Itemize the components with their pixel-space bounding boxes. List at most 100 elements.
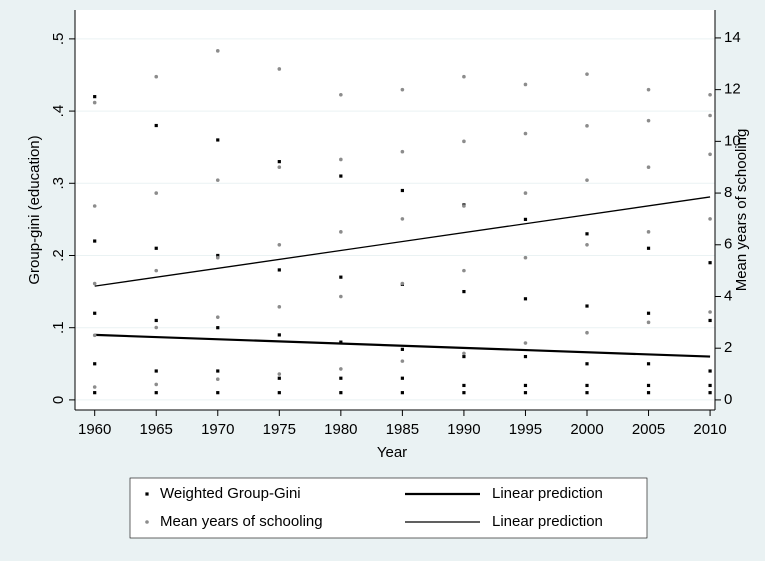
point xyxy=(277,268,281,272)
y-tick-label: .3 xyxy=(50,177,67,190)
point xyxy=(523,354,528,359)
point xyxy=(339,230,343,234)
point xyxy=(339,275,343,279)
point xyxy=(277,376,281,380)
x-tick-label: 2010 xyxy=(693,421,726,438)
point xyxy=(400,87,405,92)
y2-tick-label: 0 xyxy=(724,391,732,408)
point xyxy=(154,191,159,195)
plot-area xyxy=(75,10,715,410)
y-tick-label: .1 xyxy=(50,321,67,334)
y2-tick-label: 8 xyxy=(724,184,732,201)
point xyxy=(646,118,651,123)
point xyxy=(400,391,404,395)
point xyxy=(646,87,651,92)
y2-tick-label: 4 xyxy=(724,287,732,304)
point xyxy=(523,255,528,260)
point xyxy=(277,165,282,170)
point xyxy=(708,318,712,323)
point xyxy=(154,318,158,323)
point xyxy=(585,124,589,128)
point xyxy=(646,362,651,366)
y2-tick-label: 10 xyxy=(724,132,741,149)
x-tick-label: 1985 xyxy=(386,421,419,438)
point xyxy=(646,246,651,250)
point xyxy=(708,113,712,118)
y2-tick-label: 12 xyxy=(724,81,741,98)
point xyxy=(400,359,405,363)
point xyxy=(708,383,712,388)
point xyxy=(93,391,97,395)
point xyxy=(215,377,220,382)
point xyxy=(400,347,404,351)
point xyxy=(216,253,220,258)
point xyxy=(154,369,158,373)
point xyxy=(277,372,282,376)
point xyxy=(462,139,466,144)
point xyxy=(646,311,651,315)
x-tick-label: 1960 xyxy=(78,421,111,438)
legend-box xyxy=(129,477,648,539)
point xyxy=(585,178,589,182)
point xyxy=(708,310,712,314)
point xyxy=(646,391,651,395)
point xyxy=(339,93,343,97)
point xyxy=(92,204,97,208)
point xyxy=(646,383,651,388)
point xyxy=(277,391,281,395)
point xyxy=(708,93,712,97)
y2-tick-label: 6 xyxy=(724,236,732,253)
point xyxy=(708,152,712,157)
point xyxy=(585,362,589,366)
point xyxy=(523,82,528,87)
legend-label: Linear prediction xyxy=(492,513,603,530)
point xyxy=(215,178,220,182)
point xyxy=(523,391,528,395)
point xyxy=(154,391,158,395)
y2-tick-label: 2 xyxy=(724,339,732,356)
point xyxy=(339,376,343,380)
point xyxy=(216,369,220,373)
y2-tick-label: 14 xyxy=(724,29,741,46)
point xyxy=(339,294,343,299)
point xyxy=(93,311,97,315)
point xyxy=(523,341,528,345)
point xyxy=(215,315,220,319)
point xyxy=(93,362,97,366)
point xyxy=(585,330,589,335)
point xyxy=(277,333,281,337)
legend-label: Linear prediction xyxy=(492,485,603,502)
y-tick-label: 0 xyxy=(50,396,67,404)
legend-marker xyxy=(145,492,149,496)
x-tick-label: 1965 xyxy=(140,421,173,438)
point xyxy=(277,160,281,164)
point xyxy=(277,305,282,309)
y-tick-label: .5 xyxy=(50,33,67,46)
legend-label: Mean years of schooling xyxy=(160,513,323,530)
y-tick-label: .4 xyxy=(50,105,67,118)
point xyxy=(585,391,589,395)
point xyxy=(216,391,220,395)
x-tick-label: 1980 xyxy=(324,421,357,438)
point xyxy=(277,242,282,247)
point xyxy=(646,165,651,170)
y2-axis-label: Mean years of schooling xyxy=(733,129,750,292)
point xyxy=(215,49,220,53)
legend-marker xyxy=(145,520,149,524)
point xyxy=(462,74,466,79)
point xyxy=(708,369,712,373)
point xyxy=(92,281,97,286)
y-tick-label: .2 xyxy=(50,249,67,262)
point xyxy=(708,261,712,265)
point xyxy=(400,149,405,154)
point xyxy=(462,268,466,273)
trend-line xyxy=(94,196,711,287)
point xyxy=(339,391,343,395)
point xyxy=(154,246,158,250)
point xyxy=(523,191,528,195)
x-tick-label: 1995 xyxy=(509,421,542,438)
point xyxy=(523,217,528,221)
point xyxy=(585,242,589,247)
point xyxy=(462,354,466,359)
